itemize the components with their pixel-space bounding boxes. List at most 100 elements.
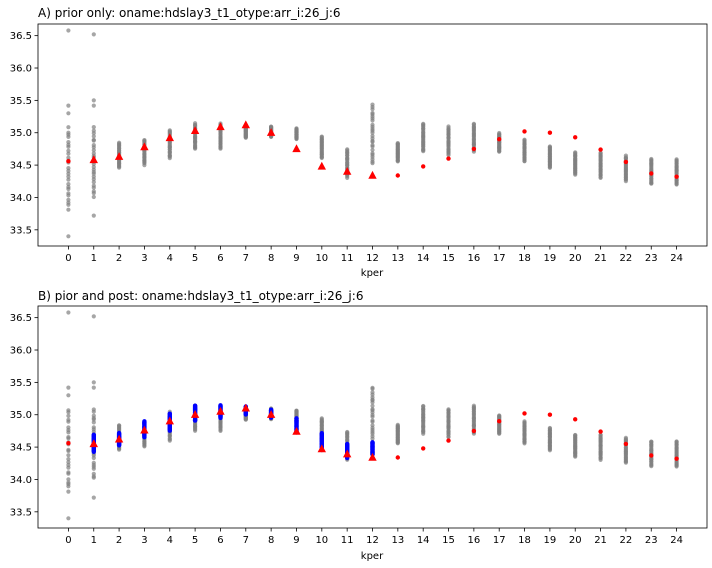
posterior-point [142, 419, 147, 424]
x-tick-label: 6 [217, 253, 223, 264]
x-tick-label: 11 [341, 535, 354, 546]
x-tick-label: 13 [391, 253, 404, 264]
x-tick-label: 4 [167, 253, 173, 264]
x-tick-label: 11 [341, 253, 354, 264]
prior-point [522, 137, 527, 142]
posterior-point [218, 403, 223, 408]
x-tick-label: 0 [65, 535, 71, 546]
prior-point [573, 150, 578, 155]
x-tick-label: 0 [65, 253, 71, 264]
prior-point [522, 419, 527, 424]
prior-point [66, 385, 71, 390]
panel-a: A) prior only: oname:hdslay3_t1_otype:ar… [10, 6, 708, 279]
x-tick-label: 15 [442, 253, 455, 264]
prior-point [649, 439, 654, 444]
observation-dot [649, 171, 654, 176]
observation-triangle [114, 434, 124, 443]
observation-dot [395, 173, 400, 178]
prior-point [66, 130, 71, 135]
prior-point [66, 470, 71, 475]
observation-dot [446, 156, 451, 161]
panel-a-x-axis: 0 1 2 3 4 5 6 7 8 9 10 11 12 13 14 15 16 17 18 19 20 21 22 23 24 [65, 246, 683, 264]
x-tick-label: 19 [544, 535, 557, 546]
prior-point [345, 429, 350, 435]
x-tick-label: 17 [493, 253, 506, 264]
x-tick-label: 23 [645, 253, 658, 264]
prior-point [421, 121, 426, 126]
prior-point [370, 143, 375, 148]
posterior-point [370, 440, 375, 445]
observation-dot [522, 411, 527, 416]
y-tick-label: 36.0 [10, 64, 32, 75]
x-tick-label: 22 [620, 535, 633, 546]
y-tick-label: 34.0 [10, 193, 32, 204]
prior-point [269, 124, 274, 129]
prior-point [573, 432, 578, 438]
y-tick-label: 36.5 [10, 31, 32, 42]
prior-point [91, 174, 96, 179]
observation-triangle [266, 410, 276, 418]
observation-triangle [241, 403, 250, 412]
prior-point [91, 98, 96, 103]
prior-point [91, 151, 96, 156]
x-tick-label: 12 [366, 535, 379, 546]
panel-a-obs-dots [66, 129, 679, 179]
x-tick-label: 1 [91, 535, 97, 546]
prior-point [623, 153, 629, 158]
panel-b-obs-triangles [89, 403, 377, 461]
x-tick-label: 12 [366, 253, 379, 264]
prior-point [66, 417, 71, 422]
prior-point [117, 423, 122, 428]
panel-b-prior-points [66, 310, 679, 521]
prior-point [370, 133, 375, 138]
prior-point [294, 408, 299, 413]
observation-triangle [140, 425, 149, 434]
x-tick-label: 20 [569, 535, 582, 546]
prior-point [91, 164, 96, 170]
panel-a-obs-triangles [89, 120, 377, 179]
observation-triangle [190, 126, 200, 134]
prior-point [66, 111, 71, 116]
prior-point [623, 435, 629, 440]
prior-point [446, 124, 451, 129]
x-tick-label: 21 [594, 535, 607, 546]
prior-point [370, 122, 375, 127]
x-tick-label: 16 [467, 535, 480, 546]
x-tick-label: 8 [268, 253, 274, 264]
posterior-point [167, 411, 172, 416]
x-tick-label: 14 [417, 535, 430, 546]
prior-point [674, 464, 679, 469]
observation-triangle [317, 444, 326, 453]
prior-point [471, 121, 476, 126]
prior-point [91, 125, 96, 130]
panel-b-x-axis: 0 1 2 3 4 5 6 7 8 9 10 11 12 13 14 15 16 17 18 19 20 21 22 23 24 [65, 528, 683, 546]
prior-point [91, 103, 96, 108]
prior-point [319, 416, 324, 421]
prior-point [66, 234, 71, 239]
observation-dot [573, 417, 578, 422]
prior-point [91, 380, 96, 385]
observation-triangle [89, 439, 98, 448]
x-tick-label: 24 [670, 535, 683, 546]
prior-point [91, 32, 96, 37]
prior-point [193, 121, 198, 126]
x-tick-label: 17 [493, 535, 506, 546]
x-tick-label: 3 [141, 253, 147, 264]
observation-dot [674, 174, 679, 179]
observation-dot [623, 441, 629, 447]
prior-point [66, 453, 71, 458]
prior-point [66, 477, 71, 482]
prior-point [91, 385, 96, 390]
prior-point [167, 128, 172, 133]
x-tick-label: 7 [243, 535, 249, 546]
x-tick-label: 14 [417, 253, 430, 264]
posterior-point [192, 403, 198, 408]
prior-point [598, 150, 603, 155]
prior-point [446, 407, 451, 412]
observation-dot [421, 446, 426, 451]
panel-a-x-label: kper [361, 268, 384, 279]
prior-point [319, 134, 324, 139]
prior-point [370, 407, 375, 412]
prior-point [91, 213, 96, 218]
x-tick-label: 21 [594, 253, 607, 264]
